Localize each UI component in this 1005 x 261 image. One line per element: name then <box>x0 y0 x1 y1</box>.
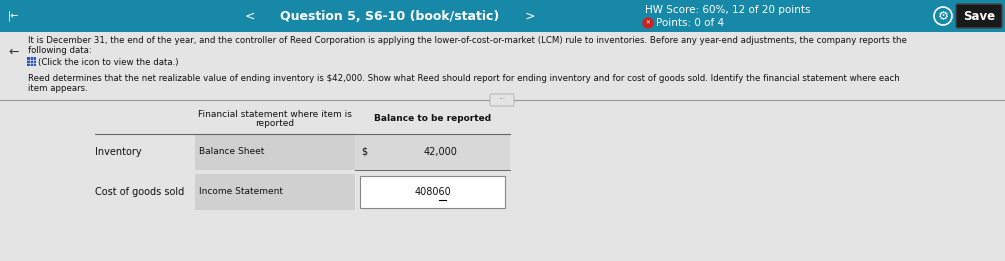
Text: |←: |← <box>8 11 19 21</box>
Text: It is December 31, the end of the year, and the controller of Reed Corporation i: It is December 31, the end of the year, … <box>28 36 907 45</box>
Bar <box>0 0 1005 32</box>
Text: ···: ··· <box>498 96 506 104</box>
Text: Cost of goods sold: Cost of goods sold <box>95 187 184 197</box>
Bar <box>195 134 355 170</box>
Text: Balance to be reported: Balance to be reported <box>374 114 491 123</box>
Text: Save: Save <box>963 9 995 22</box>
Text: reported: reported <box>255 119 294 128</box>
Text: >: > <box>525 9 536 22</box>
Bar <box>27 57 36 66</box>
Text: (Click the icon to view the data.): (Click the icon to view the data.) <box>38 57 179 67</box>
Text: ←: ← <box>8 45 18 58</box>
Text: $: $ <box>361 147 367 157</box>
FancyBboxPatch shape <box>490 94 514 106</box>
Text: item appears.: item appears. <box>28 84 87 93</box>
Text: Income Statement: Income Statement <box>199 187 283 197</box>
Text: <: < <box>245 9 255 22</box>
Text: Inventory: Inventory <box>95 147 142 157</box>
Text: Reed determines that the net realizable value of ending inventory is $42,000. Sh: Reed determines that the net realizable … <box>28 74 899 83</box>
Text: Financial statement where item is: Financial statement where item is <box>198 110 352 119</box>
Text: following data:: following data: <box>28 46 91 55</box>
Bar <box>0 32 1005 261</box>
Text: Question 5, S6-10 (book/static): Question 5, S6-10 (book/static) <box>280 9 499 22</box>
Text: Points: 0 of 4: Points: 0 of 4 <box>656 18 725 28</box>
Circle shape <box>643 18 653 28</box>
Text: ✕: ✕ <box>645 21 650 26</box>
Text: 408060: 408060 <box>414 187 451 197</box>
Text: ⚙: ⚙ <box>938 9 949 22</box>
Text: Balance Sheet: Balance Sheet <box>199 147 264 157</box>
Bar <box>360 176 505 208</box>
Bar <box>355 134 510 170</box>
Text: HW Score: 60%, 12 of 20 points: HW Score: 60%, 12 of 20 points <box>645 5 810 15</box>
FancyBboxPatch shape <box>956 4 1002 28</box>
Bar <box>195 174 355 210</box>
Text: 42,000: 42,000 <box>423 147 457 157</box>
